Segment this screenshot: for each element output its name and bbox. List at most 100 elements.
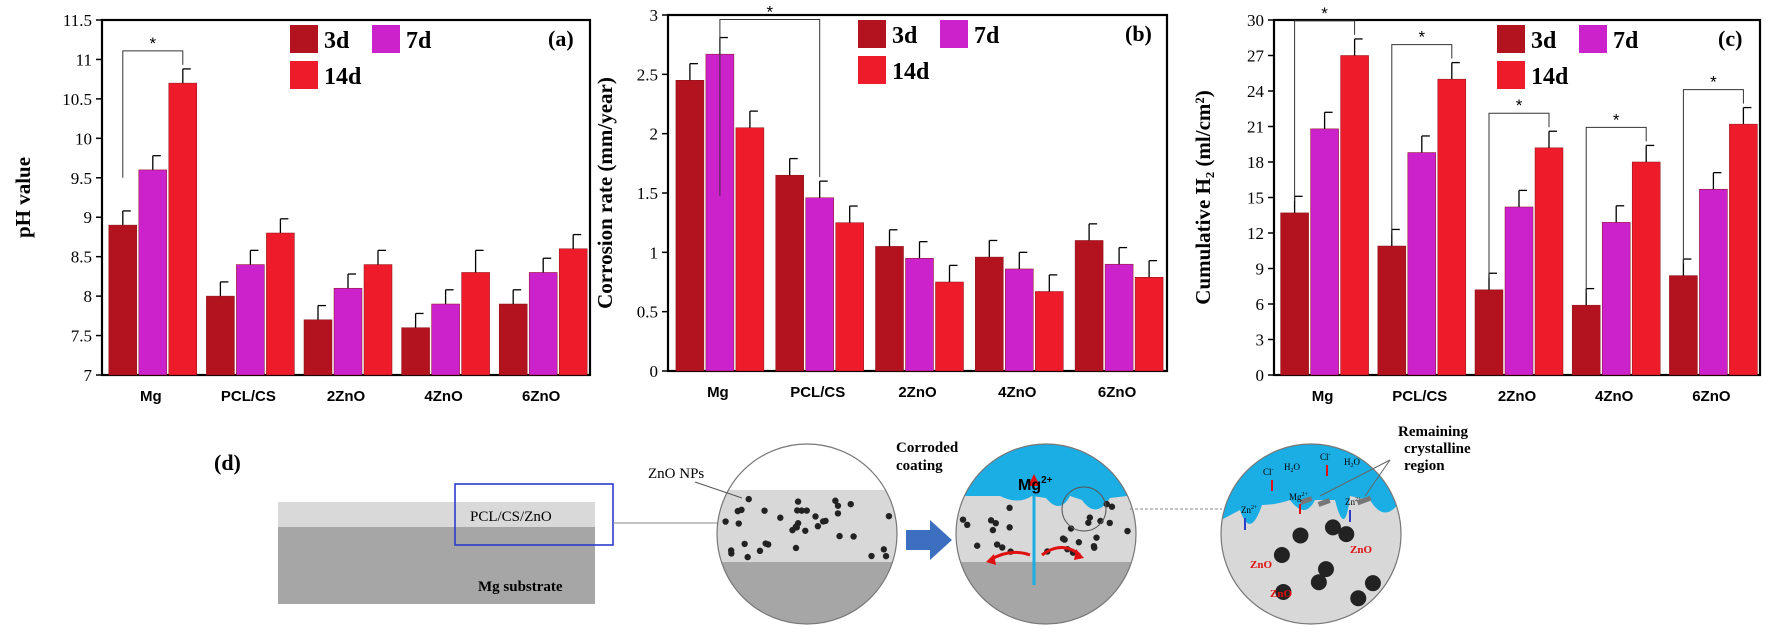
- bar-3d-PCL/CS: [206, 295, 235, 376]
- arrowhead-icon: [986, 554, 996, 565]
- zno-particle: [834, 502, 842, 509]
- zno-label-2: ZnO: [1350, 544, 1372, 556]
- chart-corrosion-rate: 0 0.5 1 1.5 2 2.5 3 Corrosion rate (mm/year) Mg P…: [593, 3, 1169, 401]
- zno-particle: [1091, 544, 1098, 551]
- legend-swatch-3d: [290, 25, 318, 53]
- bar-7d-2ZnO: [333, 287, 363, 376]
- zno-particle: [973, 542, 981, 549]
- y-tick-label: 18: [1247, 153, 1264, 172]
- zno-particle: [738, 506, 745, 514]
- significance-star: *: [149, 34, 156, 53]
- zno-particle: [1364, 575, 1381, 592]
- chart-cumulative-h2: 0 3 6 9 12 15 18 21 24 27 30 Cumulative H₂ (ml/cm²)…: [1191, 4, 1762, 405]
- zno-particle: [868, 552, 875, 560]
- zno-particle: [1124, 527, 1131, 535]
- zno-particle: [777, 514, 784, 521]
- x-tick-label: 2ZnO: [898, 384, 937, 401]
- ion-zn-label: Zn2+: [1241, 505, 1258, 515]
- legend-swatch-3d: [858, 20, 886, 48]
- zno-particle: [987, 517, 995, 524]
- bar-7d-4ZnO: [1601, 222, 1631, 376]
- x-tick-label: Mg: [707, 384, 729, 401]
- zno-particle: [761, 507, 768, 514]
- bar-3d-2ZnO: [1474, 289, 1504, 376]
- panel-label: (b): [1125, 21, 1152, 46]
- legend-label-3d: 3d: [1531, 28, 1557, 54]
- x-tick-label: Mg: [140, 388, 162, 405]
- substrate-layer: [278, 527, 595, 604]
- zno-particle: [756, 547, 764, 555]
- y-tick-label: 2: [650, 125, 659, 144]
- bar-7d-6ZnO: [1699, 188, 1728, 376]
- zno-particle: [847, 500, 854, 508]
- zno-particle: [728, 550, 735, 557]
- bar-14d-PCL/CS: [266, 232, 295, 376]
- x-tick-label: 2ZnO: [327, 388, 366, 405]
- bar-14d-2ZnO: [935, 281, 964, 372]
- mg-ion-label: Mg2+: [1018, 475, 1053, 494]
- bar-7d-Mg: [138, 169, 168, 376]
- legend-label-3d: 3d: [892, 23, 918, 49]
- y-tick-label: 9: [84, 208, 93, 227]
- significance-bracket: [1391, 44, 1453, 235]
- coating-label: PCL/CS/ZnO: [470, 509, 552, 525]
- zno-particle: [1350, 590, 1367, 607]
- y-tick-label: 24: [1247, 82, 1265, 101]
- bar-3d-6ZnO: [498, 303, 528, 376]
- bar-3d-4ZnO: [975, 256, 1004, 372]
- zno-particle: [836, 532, 843, 540]
- y-tick-label: 6: [1256, 295, 1265, 314]
- x-tick-label: 6ZnO: [522, 388, 561, 405]
- bar-14d-PCL/CS: [835, 222, 864, 372]
- ion-h2o-label-2: H2O: [1344, 457, 1361, 469]
- ion-zn-label-2: Zn2+: [1345, 497, 1362, 507]
- crystalline-region-mark: [1317, 498, 1331, 507]
- significance-bracket: [122, 50, 184, 178]
- zoom-circle-intact: [716, 443, 898, 625]
- bar-3d-Mg: [675, 80, 705, 372]
- bar-7d-4ZnO: [1005, 268, 1034, 372]
- zno-particle: [1108, 503, 1116, 510]
- x-tick-label: 2ZnO: [1498, 388, 1537, 405]
- significance-bracket: [1585, 126, 1647, 294]
- ion-h2o-label: H2O: [1284, 462, 1301, 474]
- y-tick-label: 8.5: [71, 248, 92, 267]
- bar-3d-6ZnO: [1074, 240, 1104, 372]
- bar-14d-Mg: [168, 82, 198, 376]
- substrate-label: Mg substrate: [478, 579, 563, 595]
- legend-swatch-14d: [1497, 61, 1525, 89]
- zno-particle: [798, 507, 805, 514]
- zno-particle: [802, 527, 809, 534]
- zno-particle: [1061, 536, 1068, 543]
- legend-swatch-14d: [858, 56, 886, 84]
- x-tick-label: 4ZnO: [424, 388, 463, 405]
- bar-14d-6ZnO: [558, 248, 588, 376]
- x-tick-label: 6ZnO: [1098, 384, 1137, 401]
- zno-particle: [880, 546, 888, 553]
- bar-3d-4ZnO: [1571, 304, 1601, 376]
- x-tick-label: 4ZnO: [998, 384, 1037, 401]
- bar-14d-2ZnO: [363, 264, 393, 376]
- zno-particle: [803, 507, 810, 514]
- zno-particle: [1317, 561, 1334, 578]
- zno-particle: [964, 521, 971, 529]
- y-tick-label: 0.5: [637, 303, 658, 322]
- zno-particle: [792, 544, 800, 552]
- bar-3d-PCL/CS: [775, 174, 804, 372]
- pointer-line: [1364, 459, 1391, 497]
- legend-swatch-7d: [372, 25, 400, 53]
- y-tick-label: 8: [84, 287, 93, 306]
- y-tick-label: 11: [76, 50, 92, 69]
- zno-particle: [822, 517, 829, 525]
- legend-label-7d: 7d: [1613, 28, 1639, 54]
- zno-nps-pointer: [694, 481, 743, 499]
- zno-particle: [1006, 504, 1013, 512]
- zno-particle: [1086, 514, 1094, 521]
- bar-7d-4ZnO: [431, 303, 460, 376]
- zno-particle: [993, 541, 1001, 548]
- zno-particle: [812, 513, 819, 520]
- zno-particle: [1338, 526, 1355, 543]
- zno-particle: [741, 540, 748, 548]
- x-tick-label: PCL/CS: [221, 388, 276, 405]
